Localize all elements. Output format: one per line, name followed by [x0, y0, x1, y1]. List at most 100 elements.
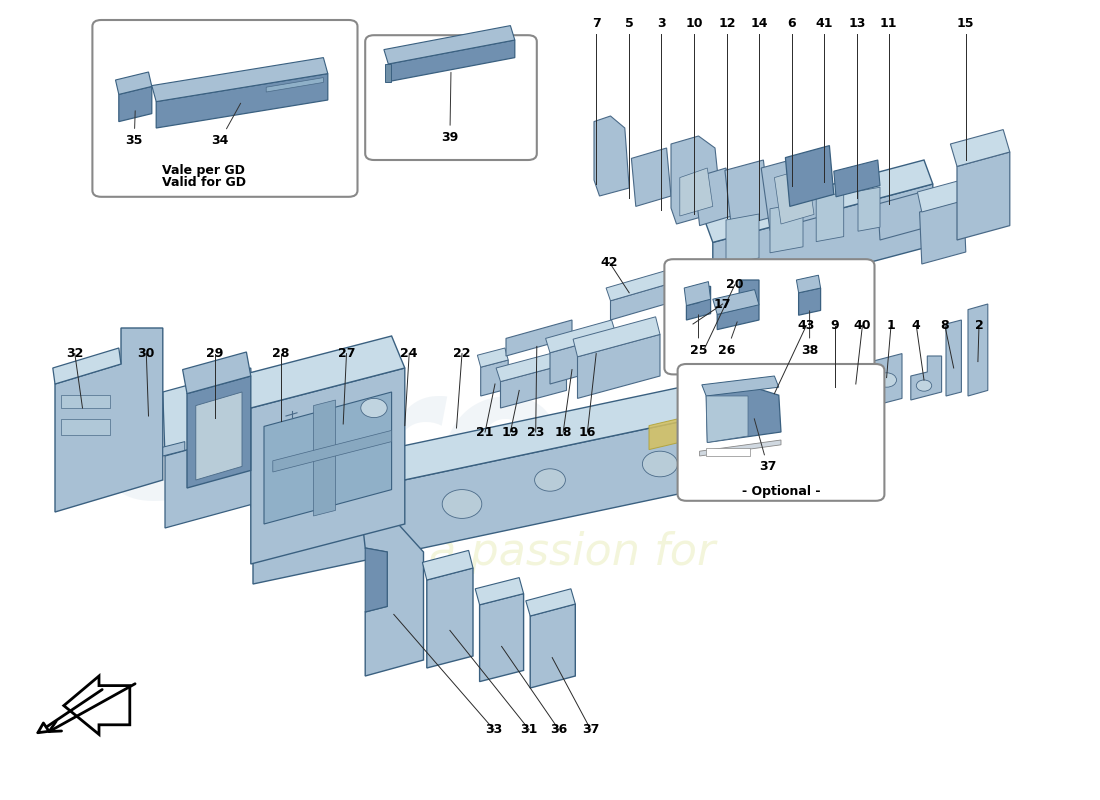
- Polygon shape: [242, 352, 858, 512]
- Text: 11: 11: [880, 17, 898, 30]
- Polygon shape: [920, 200, 966, 264]
- Text: 17: 17: [714, 298, 732, 310]
- Text: 22: 22: [453, 347, 471, 360]
- Polygon shape: [477, 348, 508, 367]
- FancyBboxPatch shape: [678, 364, 884, 501]
- Polygon shape: [422, 550, 473, 580]
- Polygon shape: [946, 320, 961, 396]
- Circle shape: [535, 469, 565, 491]
- Polygon shape: [314, 400, 336, 516]
- Polygon shape: [594, 116, 629, 196]
- Polygon shape: [785, 146, 834, 206]
- Polygon shape: [496, 350, 566, 382]
- Bar: [60, 419, 110, 435]
- Text: 39: 39: [441, 72, 459, 144]
- Polygon shape: [365, 548, 387, 612]
- Polygon shape: [578, 334, 660, 398]
- Text: 13: 13: [848, 17, 866, 30]
- Text: 42: 42: [601, 256, 618, 269]
- Text: 19: 19: [502, 426, 519, 438]
- Text: 2: 2: [975, 319, 983, 332]
- Text: 37: 37: [755, 418, 777, 474]
- Polygon shape: [713, 184, 933, 304]
- Text: Vale per GD: Vale per GD: [162, 164, 245, 177]
- Text: 38: 38: [801, 310, 818, 357]
- Polygon shape: [631, 148, 671, 206]
- Polygon shape: [774, 168, 814, 224]
- Circle shape: [442, 490, 482, 518]
- FancyBboxPatch shape: [664, 259, 874, 374]
- Text: 24: 24: [400, 347, 418, 360]
- Polygon shape: [871, 354, 902, 406]
- Polygon shape: [187, 376, 251, 488]
- Polygon shape: [759, 376, 790, 428]
- Polygon shape: [163, 368, 253, 456]
- Text: 23: 23: [527, 426, 544, 438]
- Polygon shape: [713, 290, 759, 314]
- Text: 1: 1: [887, 319, 895, 332]
- Polygon shape: [690, 338, 721, 356]
- Polygon shape: [610, 282, 676, 320]
- Text: 5: 5: [625, 17, 634, 30]
- Polygon shape: [526, 589, 575, 616]
- Text: 16: 16: [579, 426, 596, 438]
- Polygon shape: [878, 192, 924, 240]
- Polygon shape: [550, 334, 616, 384]
- Text: 37: 37: [582, 723, 600, 736]
- Text: 25: 25: [690, 314, 707, 357]
- Polygon shape: [480, 594, 524, 682]
- Polygon shape: [680, 168, 713, 216]
- Polygon shape: [717, 280, 759, 330]
- Polygon shape: [163, 442, 185, 456]
- Text: euro: euro: [98, 360, 562, 536]
- Text: 34: 34: [211, 103, 241, 147]
- Text: 26: 26: [718, 322, 737, 357]
- Polygon shape: [165, 432, 253, 528]
- Polygon shape: [694, 168, 732, 226]
- Text: 31: 31: [520, 723, 538, 736]
- Polygon shape: [770, 202, 803, 253]
- Polygon shape: [911, 356, 942, 400]
- Polygon shape: [761, 154, 823, 230]
- Text: 3: 3: [657, 17, 665, 30]
- Polygon shape: [957, 152, 1010, 240]
- Text: 28: 28: [272, 347, 289, 360]
- Polygon shape: [196, 392, 242, 480]
- FancyBboxPatch shape: [365, 35, 537, 160]
- Polygon shape: [606, 269, 676, 301]
- Polygon shape: [183, 352, 251, 394]
- Polygon shape: [799, 288, 821, 315]
- Circle shape: [642, 451, 678, 477]
- Polygon shape: [684, 282, 711, 306]
- Polygon shape: [706, 386, 781, 442]
- Polygon shape: [702, 376, 779, 396]
- Polygon shape: [671, 136, 722, 224]
- Polygon shape: [506, 320, 572, 356]
- Text: 10: 10: [685, 17, 703, 30]
- Text: 8: 8: [940, 319, 949, 332]
- Polygon shape: [253, 384, 858, 584]
- Polygon shape: [950, 130, 1010, 166]
- Polygon shape: [834, 160, 880, 197]
- Polygon shape: [827, 362, 843, 416]
- Polygon shape: [686, 286, 711, 320]
- Polygon shape: [384, 26, 515, 64]
- Polygon shape: [649, 392, 792, 450]
- Polygon shape: [847, 356, 865, 412]
- Polygon shape: [156, 74, 328, 128]
- Text: 40: 40: [854, 319, 871, 332]
- Text: 41: 41: [815, 17, 833, 30]
- Polygon shape: [816, 193, 844, 242]
- Polygon shape: [530, 604, 575, 688]
- Polygon shape: [116, 72, 152, 94]
- Polygon shape: [53, 348, 121, 384]
- Polygon shape: [273, 430, 392, 472]
- Text: 14: 14: [750, 17, 768, 30]
- Polygon shape: [152, 58, 328, 102]
- Circle shape: [877, 373, 896, 387]
- Polygon shape: [573, 317, 660, 357]
- Polygon shape: [251, 368, 405, 564]
- Polygon shape: [119, 86, 152, 122]
- Polygon shape: [704, 160, 933, 242]
- Text: 12: 12: [718, 17, 736, 30]
